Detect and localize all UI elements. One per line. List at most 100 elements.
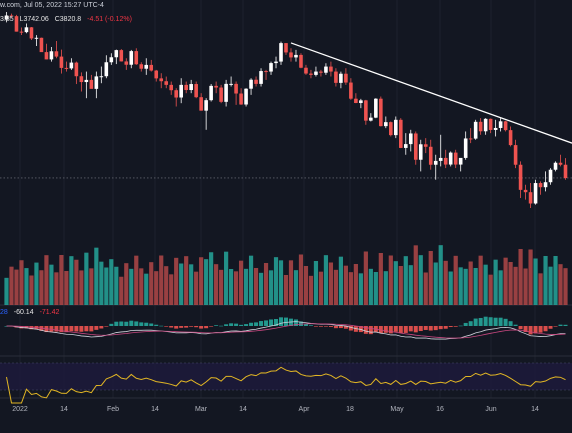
candle-body — [398, 119, 403, 148]
macd-histogram-bar — [528, 326, 533, 335]
candle-body — [513, 145, 518, 165]
macd-histogram-bar — [513, 324, 518, 326]
x-axis-label: 2022 — [12, 406, 28, 413]
macd-histogram-bar — [393, 326, 398, 332]
macd-histogram-bar — [224, 324, 229, 326]
candle-body — [478, 121, 483, 132]
volume-bar — [84, 252, 89, 305]
candle-body — [204, 100, 208, 111]
candle-body — [533, 183, 538, 204]
candle-body — [458, 157, 463, 165]
ohlc-low: L3742.06 — [19, 16, 49, 23]
volume-bar — [229, 269, 234, 305]
macd-histogram-bar — [259, 321, 264, 326]
macd-histogram-bar — [398, 326, 403, 334]
volume-bar — [233, 271, 239, 305]
candle-body — [428, 146, 433, 165]
macd-histogram-bar — [74, 326, 79, 332]
volume-bar — [473, 268, 478, 305]
volume-bar — [293, 270, 299, 305]
macd-histogram-bar — [149, 323, 154, 326]
x-axis-label: 14 — [60, 406, 68, 413]
macd-histogram-bar — [458, 325, 463, 327]
macd-histogram-bar — [478, 317, 483, 326]
candle-body — [184, 84, 188, 91]
volume-bar — [488, 274, 493, 305]
volume-bar — [318, 271, 324, 305]
candle-body — [144, 64, 149, 69]
candle-body — [139, 64, 144, 69]
volume-bar — [29, 275, 34, 305]
candle-body — [34, 37, 39, 39]
macd-histogram-bar — [368, 326, 373, 335]
candle-body — [279, 43, 283, 62]
volume-bar — [258, 272, 264, 305]
x-axis-label: Apr — [299, 406, 311, 413]
volume-bar — [134, 255, 139, 305]
macd-histogram-bar — [428, 326, 433, 331]
volume-bar — [443, 260, 448, 305]
candle-body — [384, 122, 388, 127]
volume-bar — [124, 263, 129, 305]
macd-histogram-bar — [333, 326, 338, 329]
candle-body — [234, 83, 238, 94]
candle-body — [239, 93, 243, 105]
macd-histogram-bar — [538, 326, 543, 333]
macd-histogram-bar — [174, 326, 179, 329]
macd-histogram-bar — [189, 326, 194, 327]
volume-bar — [438, 245, 443, 305]
candle-body — [29, 27, 34, 39]
candle-body — [473, 121, 478, 139]
macd-histogram-bar — [59, 326, 64, 333]
volume-bar — [358, 273, 363, 305]
macd-histogram-bar — [209, 326, 214, 327]
macd-histogram-bar — [229, 323, 234, 326]
macd-histogram-bar — [184, 326, 189, 328]
volume-bar — [263, 263, 269, 305]
volume-bar — [528, 249, 533, 305]
candle-body — [59, 56, 64, 68]
candle-body — [403, 144, 408, 148]
macd-value-2: -60.14 — [13, 309, 34, 316]
macd-histogram-bar — [199, 326, 204, 329]
volume-bar — [174, 257, 179, 305]
candle-body — [324, 66, 328, 73]
volume-bar — [538, 273, 543, 305]
volume-bar — [478, 255, 483, 305]
macd-histogram-bar — [64, 326, 69, 333]
candle-body — [538, 183, 543, 188]
candle-body — [124, 61, 129, 65]
volume-bar — [19, 260, 24, 305]
macd-histogram-bar — [124, 321, 129, 326]
volume-bar — [119, 276, 124, 305]
candle-body — [389, 122, 393, 136]
macd-histogram-bar — [448, 326, 453, 327]
volume-bar — [204, 259, 209, 305]
volume-bar — [503, 257, 508, 305]
candle-body — [39, 37, 44, 53]
volume-bar — [139, 268, 144, 305]
candle-body — [329, 66, 333, 72]
macd-histogram-bar — [533, 326, 538, 334]
macd-histogram-bar — [468, 321, 473, 326]
candle-body — [423, 144, 428, 147]
volume-bar — [238, 260, 244, 305]
candle-body — [488, 118, 493, 130]
candle-body — [64, 67, 69, 69]
macd-histogram-bar — [214, 325, 219, 326]
macd-histogram-bar — [269, 319, 274, 326]
rsi-band — [0, 363, 572, 390]
volume-bar — [184, 256, 189, 305]
candle-body — [364, 100, 368, 121]
macd-histogram-bar — [109, 323, 114, 326]
macd-histogram-bar — [79, 326, 84, 332]
volume-bar — [513, 266, 518, 305]
volume-bar — [343, 265, 348, 305]
ohlc-change: -4.51 (-0.12%) — [87, 16, 132, 23]
macd-histogram-bar — [313, 326, 318, 327]
volume-bar — [428, 251, 433, 305]
x-axis-label: 14 — [151, 406, 159, 413]
macd-histogram-bar — [159, 325, 164, 327]
